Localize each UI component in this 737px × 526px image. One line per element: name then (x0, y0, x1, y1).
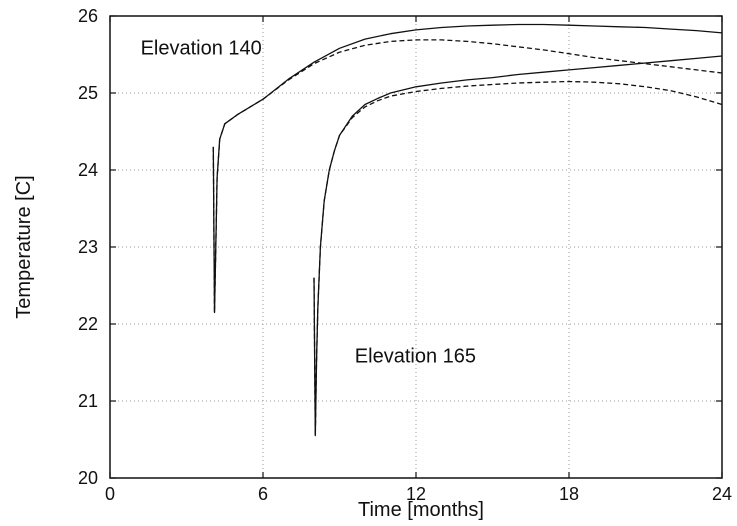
x-tick-label: 6 (258, 484, 268, 504)
y-tick-labels: 20 21 22 23 24 25 26 (78, 6, 98, 488)
tick-marks (109, 15, 723, 479)
x-tick-labels: 0 6 12 18 24 (105, 484, 732, 504)
x-tick-label: 0 (105, 484, 115, 504)
y-axis-label: Temperature [C] (13, 175, 35, 318)
y-tick-label: 24 (78, 160, 98, 180)
series-line-2 (212, 39, 723, 314)
grid (110, 16, 722, 478)
y-tick-label: 20 (78, 468, 98, 488)
annotation-label: Elevation 165 (355, 346, 476, 368)
annotations: Elevation 140 Elevation 165 (141, 38, 476, 368)
series-line-1 (212, 23, 723, 314)
x-axis-label: Time [months] (358, 499, 484, 521)
annotation-label: Elevation 140 (141, 38, 262, 60)
y-tick-label: 23 (78, 237, 98, 257)
x-tick-label: 12 (406, 484, 426, 504)
series-line-4 (313, 80, 723, 437)
y-tick-label: 26 (78, 6, 98, 26)
y-tick-label: 21 (78, 391, 98, 411)
series-group (212, 23, 723, 437)
y-tick-label: 22 (78, 314, 98, 334)
series-line-3 (313, 55, 723, 437)
y-tick-label: 25 (78, 83, 98, 103)
x-tick-label: 24 (712, 484, 732, 504)
x-tick-label: 18 (559, 484, 579, 504)
